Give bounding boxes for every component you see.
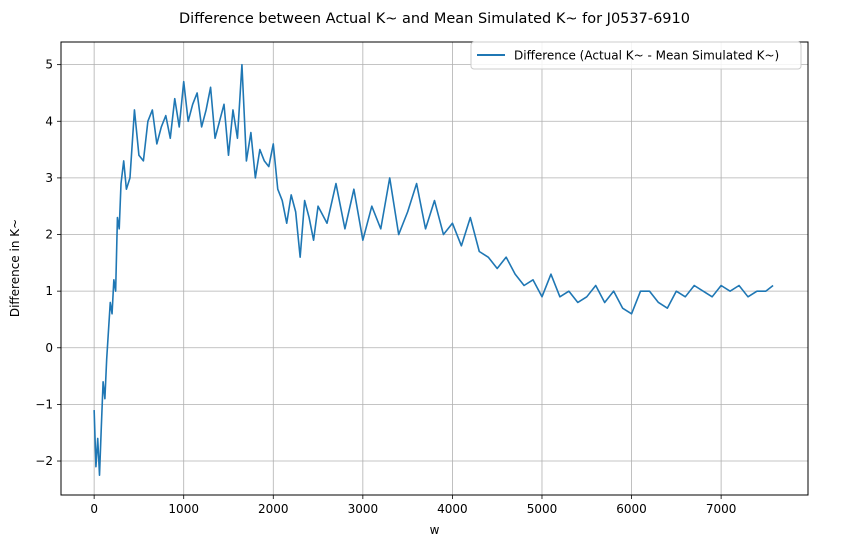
x-tick-label: 1000 [168,502,199,516]
y-tick-label: 4 [45,114,53,128]
x-tick-label: 3000 [348,502,379,516]
x-tick-label: 4000 [437,502,468,516]
y-tick-label: −2 [35,454,53,468]
chart-title: Difference between Actual K~ and Mean Si… [179,11,690,27]
plot-frame [60,41,809,496]
legend-box [470,41,802,70]
series-layer [93,63,774,476]
y-tick-label: 0 [45,341,53,355]
legend-label: Difference (Actual K~ - Mean Simulated K… [514,49,779,63]
y-tick-label: 5 [45,58,53,72]
y-tick-label: −1 [35,397,53,411]
y-tick-label: 2 [45,228,53,242]
grid [61,42,808,495]
series-line [93,63,774,476]
x-tick-label: 2000 [258,502,289,516]
x-axis-label: w [430,523,440,537]
y-axis-label: Difference in K~ [8,219,22,317]
y-tick-label: 3 [45,171,53,185]
x-tick-label: 5000 [527,502,558,516]
legend: Difference (Actual K~ - Mean Simulated K… [470,41,802,70]
x-tick-label: 0 [90,502,98,516]
ticks: 0 1000 2000 3000 4000 5000 6000 7000 −2 −1 0 1 2 3 4 5 [35,58,736,516]
x-tick-label: 7000 [706,502,737,516]
y-tick-label: 1 [45,284,53,298]
x-tick-label: 6000 [616,502,647,516]
